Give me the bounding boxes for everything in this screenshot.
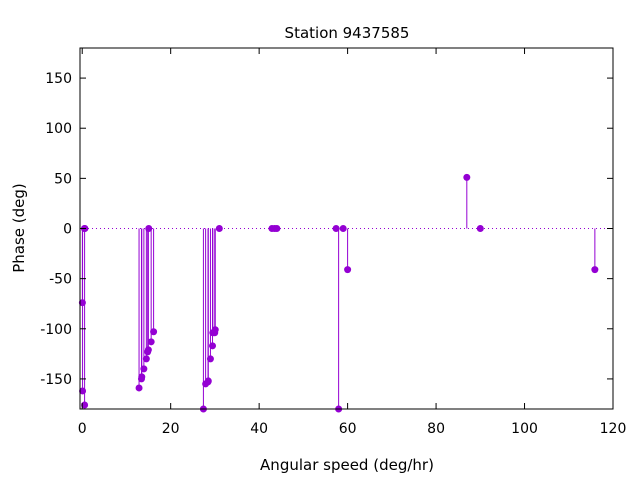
x-tick-label: 40	[250, 421, 268, 437]
data-point-23	[211, 326, 219, 334]
data-point-33	[476, 225, 484, 232]
data-point-9	[142, 355, 150, 363]
points-layer	[78, 173, 599, 413]
data-point-31	[344, 266, 352, 274]
x-tick-label: 0	[78, 421, 87, 437]
data-point-14	[150, 328, 158, 336]
y-tick-label: 150	[45, 71, 72, 87]
y-tick-label: -50	[49, 272, 72, 288]
chart-title: Station 9437585	[285, 24, 410, 42]
data-point-20	[209, 342, 217, 350]
y-tick-label: -100	[40, 322, 72, 338]
y-tick-label: 0	[63, 222, 72, 238]
x-tick-label: 60	[339, 421, 357, 437]
x-tick-label: 20	[162, 421, 180, 437]
y-tick-label: -150	[40, 372, 72, 388]
data-point-18	[204, 377, 212, 385]
data-point-27	[273, 225, 281, 232]
data-point-12	[145, 225, 153, 232]
data-point-24	[215, 225, 223, 232]
y-axis-label: Phase (deg)	[10, 183, 28, 273]
x-tick-label: 120	[600, 421, 627, 437]
data-point-30	[339, 225, 347, 232]
x-axis: 0 20 40 60 80 100 120	[78, 48, 627, 437]
data-point-34	[591, 266, 599, 274]
data-point-32	[463, 173, 471, 181]
data-point-11	[144, 346, 152, 354]
x-tick-label: 80	[427, 421, 445, 437]
data-point-0	[78, 299, 86, 307]
data-point-28	[332, 225, 340, 232]
y-tick-label: 100	[45, 121, 72, 137]
data-point-3	[81, 401, 89, 409]
y-axis: -150 -100 -50 0 50 100 150	[40, 71, 613, 388]
data-point-13	[147, 338, 155, 346]
stems-layer	[81, 177, 596, 409]
data-point-1	[79, 387, 87, 395]
data-point-5	[135, 384, 143, 392]
data-point-7	[138, 373, 146, 381]
data-point-19	[206, 355, 214, 363]
data-point-8	[140, 365, 148, 373]
y-tick-label: 50	[54, 171, 72, 187]
x-tick-label: 100	[511, 421, 538, 437]
x-axis-label: Angular speed (deg/hr)	[260, 456, 434, 474]
